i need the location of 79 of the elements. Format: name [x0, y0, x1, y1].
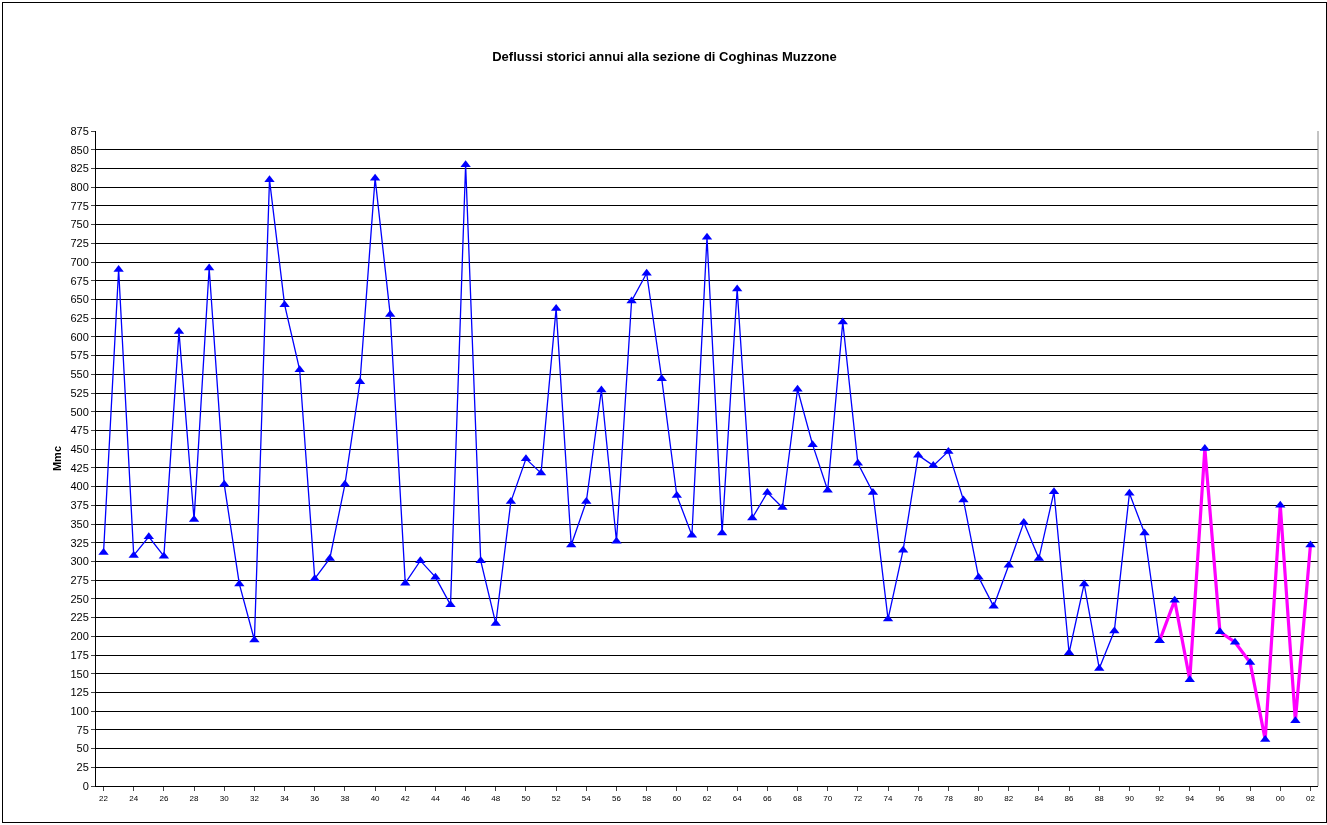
x-tick-label: 32 [249, 793, 260, 803]
chart-title: Deflussi storici annui alla sezione di Coghinas Muzzone [492, 49, 837, 65]
y-tick-label: 550 [70, 368, 89, 381]
y-tick-label: 350 [70, 517, 89, 530]
y-tick-label: 450 [70, 442, 89, 455]
x-tick-label: 42 [400, 793, 411, 803]
x-tick-label: 82 [1004, 793, 1014, 803]
y-tick-label: 0 [82, 779, 89, 792]
y-tick-label: 400 [70, 480, 89, 493]
x-tick-label: 66 [762, 793, 773, 803]
x-tick-label: 24 [129, 793, 139, 803]
y-tick-label: 875 [70, 124, 89, 137]
x-tick-label: 48 [491, 793, 501, 803]
x-tick-label: 30 [219, 793, 230, 803]
x-tick-label: 40 [370, 793, 381, 803]
x-tick-label: 92 [1155, 793, 1165, 803]
x-tick-label: 34 [280, 793, 290, 803]
y-tick-label: 300 [70, 555, 89, 568]
x-tick-label: 90 [1124, 793, 1135, 803]
x-tick-label: 98 [1245, 793, 1256, 803]
x-tick-label: 56 [612, 793, 622, 803]
x-tick-label: 70 [823, 793, 833, 803]
y-tick-label: 125 [70, 686, 89, 699]
x-tick-label: 78 [943, 793, 954, 803]
y-tick-label: 250 [70, 592, 89, 605]
y-tick-label: 850 [70, 143, 89, 156]
y-tick-label: 150 [70, 667, 89, 680]
x-tick-label: 54 [581, 793, 592, 803]
y-tick-label: 25 [76, 761, 89, 774]
x-tick-label: 26 [159, 793, 169, 803]
x-tick-label: 80 [974, 793, 984, 803]
x-tick-label: 84 [1034, 793, 1044, 803]
y-tick-label: 50 [76, 742, 89, 755]
x-tick-label: 36 [310, 793, 320, 803]
y-tick-label: 425 [70, 461, 89, 474]
x-tick-label: 96 [1215, 793, 1225, 803]
y-tick-label: 775 [70, 199, 89, 212]
y-axis-title: Mmc [51, 445, 64, 472]
x-tick-label: 46 [461, 793, 471, 803]
x-tick-label: 28 [189, 793, 200, 803]
y-tick-label: 600 [70, 330, 89, 343]
y-tick-label: 650 [70, 293, 89, 306]
x-tick-label: 58 [642, 793, 652, 803]
y-tick-label: 625 [70, 311, 89, 324]
y-tick-label: 375 [70, 499, 89, 512]
x-tick-label: 52 [551, 793, 562, 803]
x-tick-label: 38 [340, 793, 350, 803]
x-tick-label: 62 [702, 793, 712, 803]
y-tick-label: 225 [70, 611, 89, 624]
x-tick-label: 88 [1094, 793, 1105, 803]
x-tick-label: 60 [672, 793, 682, 803]
y-tick-label: 475 [70, 424, 89, 437]
y-tick-label: 275 [70, 573, 89, 586]
x-tick-label: 00 [1275, 793, 1286, 803]
y-tick-label: 175 [70, 648, 89, 661]
y-tick-label: 825 [70, 162, 89, 175]
x-tick-label: 68 [793, 793, 803, 803]
x-tick-label: 86 [1064, 793, 1075, 803]
x-tick-label: 50 [521, 793, 531, 803]
y-tick-label: 500 [70, 405, 89, 418]
y-tick-label: 75 [76, 723, 89, 736]
y-tick-label: 325 [70, 536, 89, 549]
y-tick-label: 800 [70, 180, 89, 193]
y-tick-label: 675 [70, 274, 89, 287]
x-tick-label: 76 [913, 793, 924, 803]
y-tick-label: 100 [70, 704, 89, 717]
y-tick-label: 750 [70, 218, 89, 231]
x-tick-label: 22 [99, 793, 109, 803]
y-tick-label: 700 [70, 255, 89, 268]
x-tick-label: 02 [1306, 793, 1316, 803]
x-tick-label: 94 [1185, 793, 1195, 803]
y-tick-label: 200 [70, 630, 89, 643]
y-tick-label: 525 [70, 386, 89, 399]
x-tick-label: 72 [853, 793, 863, 803]
x-tick-label: 74 [883, 793, 894, 803]
x-tick-label: 64 [732, 793, 743, 803]
y-tick-label: 725 [70, 237, 89, 250]
x-tick-label: 44 [430, 793, 441, 803]
y-tick-label: 575 [70, 349, 89, 362]
